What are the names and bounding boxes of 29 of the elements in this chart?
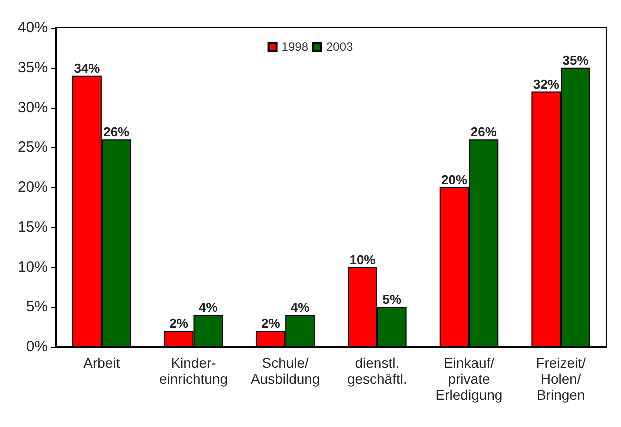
data-label: 26% bbox=[104, 124, 130, 140]
legend-label: 2003 bbox=[326, 40, 354, 54]
x-tick-label: dienstl. geschäftl. bbox=[347, 355, 408, 387]
data-label: 2% bbox=[261, 316, 281, 332]
y-tick-label: 15% bbox=[18, 218, 48, 236]
data-label: 34% bbox=[74, 60, 101, 76]
data-label: 35% bbox=[562, 52, 590, 68]
y-tick-label: 5% bbox=[26, 298, 48, 316]
data-label: 26% bbox=[470, 124, 498, 140]
y-tick-label: 10% bbox=[18, 258, 48, 276]
x-tick-label: Schule/ Ausbildung bbox=[250, 355, 320, 387]
data-label: 5% bbox=[382, 292, 402, 308]
data-label: 4% bbox=[199, 300, 218, 316]
y-tick-label: 30% bbox=[18, 99, 48, 116]
y-tick-label: 35% bbox=[18, 59, 48, 76]
data-label: 10% bbox=[350, 252, 376, 268]
x-tick-label: Arbeit bbox=[84, 355, 120, 371]
data-label: 4% bbox=[290, 300, 310, 316]
x-tick-label: Kinder- einrichtung bbox=[160, 355, 228, 387]
y-tick-label: 0% bbox=[26, 338, 48, 356]
data-label: 20% bbox=[442, 172, 468, 188]
data-label: 2% bbox=[170, 316, 189, 332]
x-tick-label: Einkauf/ private Erledigung bbox=[436, 355, 503, 403]
y-tick-label: 25% bbox=[18, 139, 48, 156]
y-tick-label: 20% bbox=[18, 179, 48, 196]
data-label: 32% bbox=[533, 76, 560, 92]
y-tick-label: 40% bbox=[18, 20, 48, 36]
legend-label: 1998 bbox=[282, 40, 309, 54]
x-tick-label: Freizeit/ Holen/ Bringen bbox=[536, 355, 586, 403]
